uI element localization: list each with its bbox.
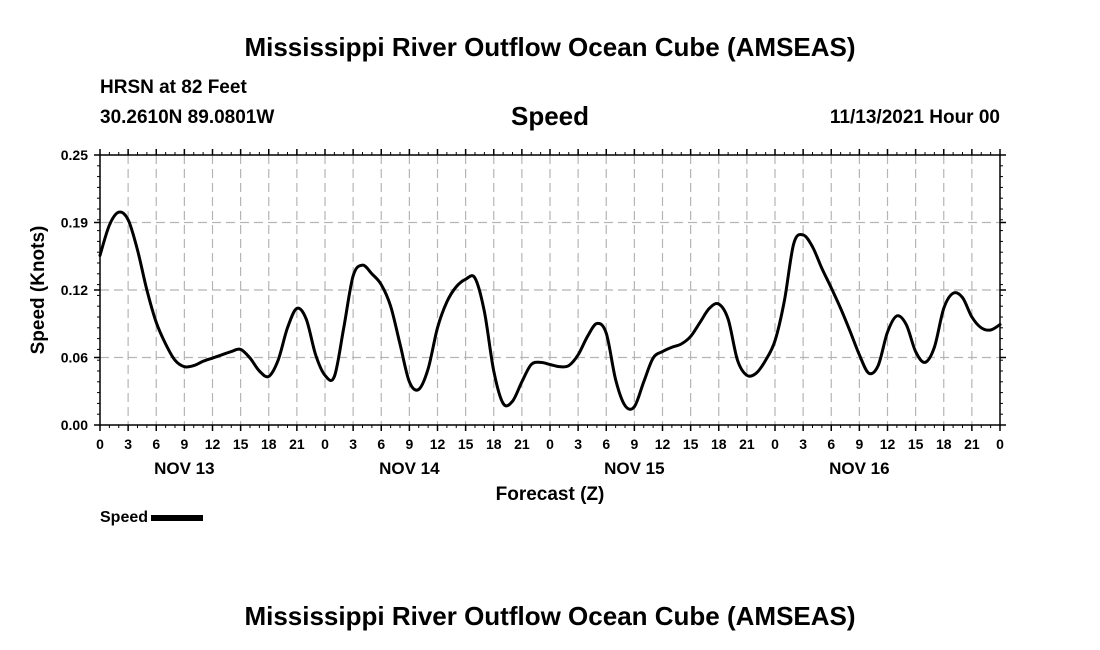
x-tick-label: 0	[321, 436, 329, 452]
x-tick-label: 3	[799, 436, 807, 452]
x-tick-label: 0	[96, 436, 104, 452]
x-tick-label: 21	[289, 436, 305, 452]
x-tick-label: 0	[771, 436, 779, 452]
speed-series-line	[98, 210, 1002, 411]
x-tick-label: 15	[683, 436, 699, 452]
x-tick-label: 12	[880, 436, 896, 452]
x-tick-label: 9	[855, 436, 863, 452]
legend-label: Speed	[100, 509, 149, 526]
x-tick-labels: 0 3 6 9 12 15 18 21 0 3 6 9 12 15 18 21 0 3 6 9 12 15 18 21 0 3 6 9…	[96, 436, 1004, 452]
forecast-datetime: 11/13/2021 Hour 00	[829, 107, 1000, 128]
station-label: HRSN at 82 Feet	[100, 77, 247, 98]
x-tick-label: 0	[996, 436, 1004, 452]
x-tick-label: 9	[630, 436, 638, 452]
x-tick-label: 3	[574, 436, 582, 452]
y-tick-labels: 0.00 0.06 0.12 0.19 0.25	[61, 147, 88, 433]
x-tick-label: 12	[205, 436, 221, 452]
chart-title-top: Mississippi River Outflow Ocean Cube (AM…	[244, 32, 856, 62]
x-tick-label: 6	[377, 436, 385, 452]
x-axis-label: Forecast (Z)	[496, 484, 605, 505]
plot-frame	[99, 154, 1001, 426]
legend: Speed	[100, 509, 204, 527]
x-tick-label: 15	[908, 436, 924, 452]
y-tick-label: 0.06	[61, 350, 88, 366]
y-axis-label: Speed (Knots)	[28, 226, 49, 355]
y-tick-label: 0.19	[61, 215, 88, 231]
legend-swatch	[151, 515, 204, 521]
coordinates-label: 30.2610N 89.0801W	[100, 107, 275, 128]
grid-lines	[100, 155, 1000, 425]
x-tick-label: 18	[711, 436, 727, 452]
y-tick-label: 0.25	[61, 147, 88, 163]
day-label: NOV 14	[379, 459, 440, 478]
x-tick-label: 3	[124, 436, 132, 452]
x-tick-label: 18	[936, 436, 952, 452]
x-tick-label: 15	[233, 436, 249, 452]
x-tick-label: 0	[546, 436, 554, 452]
x-tick-label: 18	[486, 436, 502, 452]
day-label: NOV 13	[154, 459, 214, 478]
x-tick-label: 21	[514, 436, 530, 452]
x-tick-label: 12	[655, 436, 671, 452]
variable-title: Speed	[510, 101, 590, 131]
x-tick-label: 6	[602, 436, 610, 452]
y-tick-label: 0.12	[61, 282, 88, 298]
day-label: NOV 15	[604, 459, 664, 478]
x-tick-label: 18	[261, 436, 277, 452]
chart-title-bottom: Mississippi River Outflow Ocean Cube (AM…	[244, 601, 856, 631]
x-tick-label: 6	[827, 436, 835, 452]
x-tick-label: 6	[152, 436, 160, 452]
x-tick-label: 21	[739, 436, 755, 452]
x-tick-label: 9	[180, 436, 188, 452]
day-labels: NOV 13 NOV 14 NOV 15 NOV 16	[154, 459, 889, 478]
x-tick-label: 12	[430, 436, 446, 452]
day-label: NOV 16	[829, 459, 889, 478]
y-tick-label: 0.00	[61, 417, 88, 433]
x-tick-label: 9	[405, 436, 413, 452]
x-tick-label: 15	[458, 436, 474, 452]
x-tick-label: 3	[349, 436, 357, 452]
x-tick-label: 21	[964, 436, 980, 452]
